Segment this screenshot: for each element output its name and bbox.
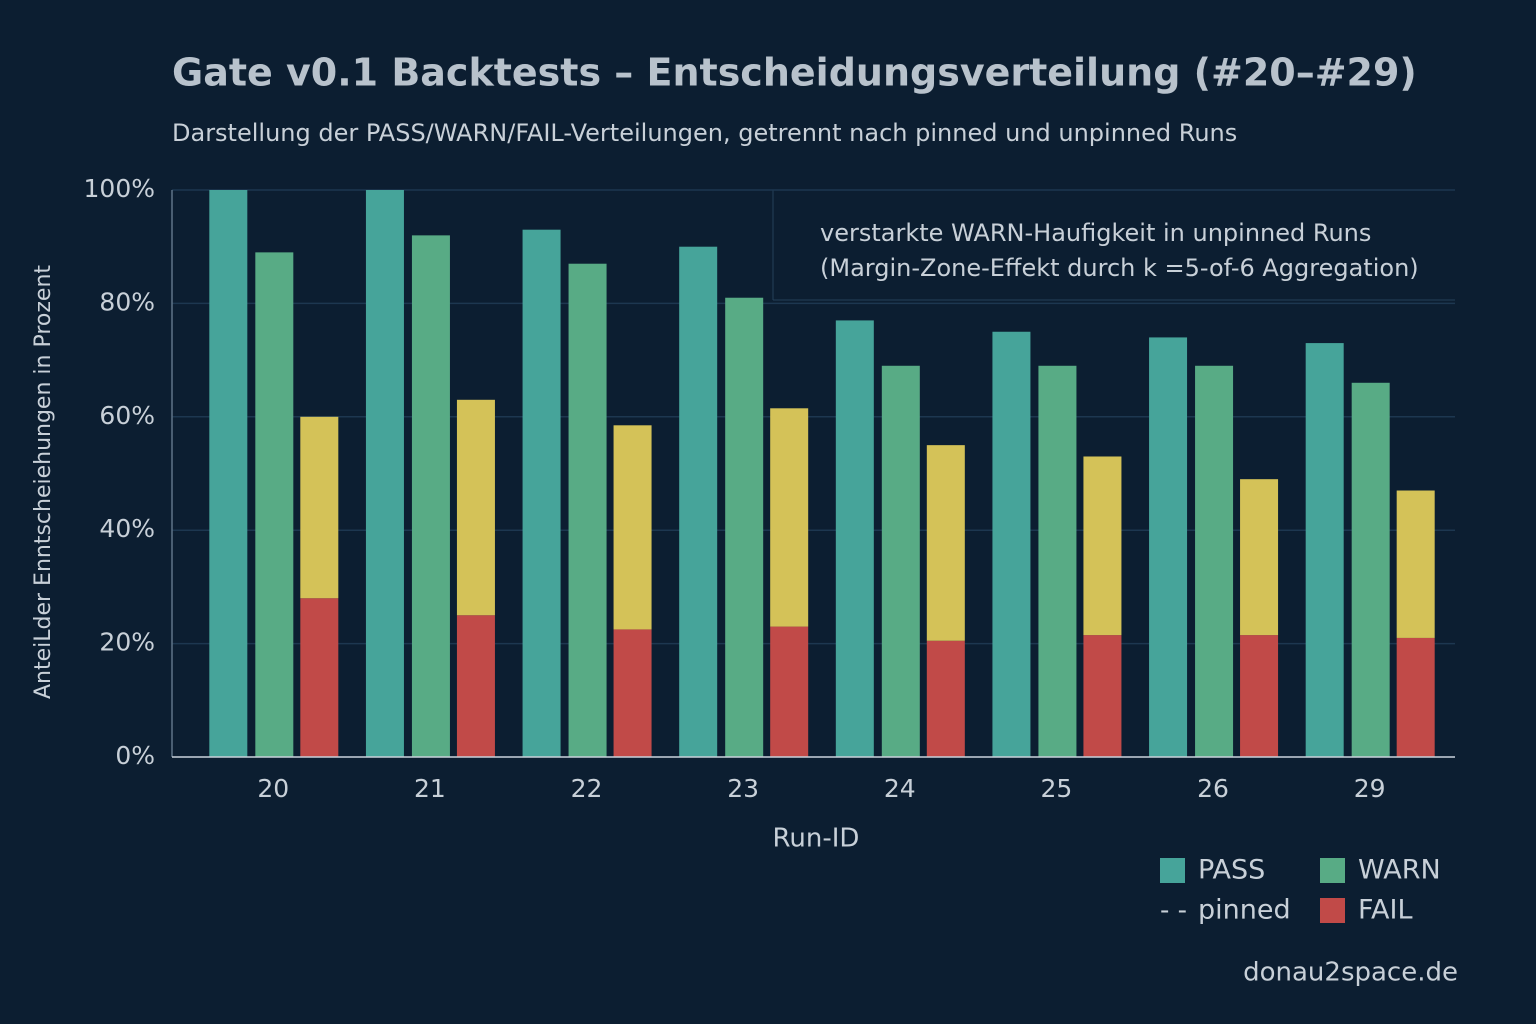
- watermark: donau2space.de: [1243, 958, 1458, 988]
- x-tick-label: 20: [257, 774, 289, 803]
- legend-label: PASS: [1198, 855, 1265, 886]
- bar: [456, 399, 495, 616]
- bar: [770, 626, 809, 757]
- bar: [926, 640, 965, 757]
- bar: [1240, 479, 1279, 636]
- bar: [1396, 490, 1435, 638]
- x-axis-label: Run-ID: [773, 824, 860, 854]
- y-tick-label: 40%: [99, 514, 155, 543]
- bar: [1396, 637, 1435, 757]
- bar: [1083, 635, 1122, 757]
- bar: [1195, 365, 1234, 757]
- bar: [835, 320, 874, 757]
- bar: [613, 629, 652, 757]
- bar: [568, 263, 607, 757]
- chart-title: Gate v0.1 Backtests – Entscheidungsverte…: [172, 51, 1417, 95]
- bar: [926, 445, 965, 641]
- y-axis-label: AnteiLder Enntscheiehungen in Prozent: [31, 265, 56, 699]
- annotation: (Margin-Zone-Effekt durch k =5-of-6 Aggr…: [820, 254, 1419, 282]
- x-tick-label: 26: [1197, 774, 1229, 803]
- x-tick-label: 29: [1354, 774, 1386, 803]
- legend-swatch: [1320, 898, 1345, 923]
- bar: [992, 331, 1031, 757]
- bar: [365, 190, 404, 757]
- bar: [613, 425, 652, 630]
- bar: [255, 252, 294, 757]
- legend-label: pinned: [1198, 895, 1291, 926]
- x-tick-label: 23: [727, 774, 759, 803]
- bar: [679, 246, 718, 757]
- bar: [1149, 337, 1188, 757]
- bar: [522, 229, 561, 757]
- bar: [725, 297, 764, 757]
- bar: [411, 235, 450, 758]
- x-tick-label: 24: [884, 774, 916, 803]
- bar: [300, 416, 339, 599]
- y-tick-label: 60%: [99, 401, 155, 430]
- bar: [300, 598, 339, 757]
- legend-label: WARN: [1358, 855, 1441, 886]
- legend-label: FAIL: [1358, 895, 1413, 926]
- bar: [1083, 456, 1122, 636]
- bar: [456, 615, 495, 757]
- bar: [770, 408, 809, 627]
- legend-symbol: - -: [1160, 896, 1187, 926]
- x-tick-label: 25: [1041, 774, 1073, 803]
- bar: [1351, 382, 1390, 757]
- y-tick-label: 20%: [99, 628, 155, 657]
- annotation: verstarkte WARN-Haufigkeit in unpinned R…: [820, 219, 1371, 247]
- x-tick-label: 22: [571, 774, 603, 803]
- bar: [1240, 635, 1279, 757]
- bar: [209, 190, 248, 757]
- x-tick-label: 21: [414, 774, 446, 803]
- y-tick-label: 0%: [115, 741, 155, 770]
- chart-subtitle: Darstellung der PASS/WARN/FAIL-Verteilun…: [172, 119, 1237, 147]
- y-tick-label: 100%: [84, 174, 155, 203]
- legend-swatch: [1320, 858, 1345, 883]
- bar: [1305, 343, 1344, 757]
- bar: [881, 365, 920, 757]
- y-tick-label: 80%: [99, 287, 155, 316]
- legend-swatch: [1160, 858, 1185, 883]
- bar: [1038, 365, 1077, 757]
